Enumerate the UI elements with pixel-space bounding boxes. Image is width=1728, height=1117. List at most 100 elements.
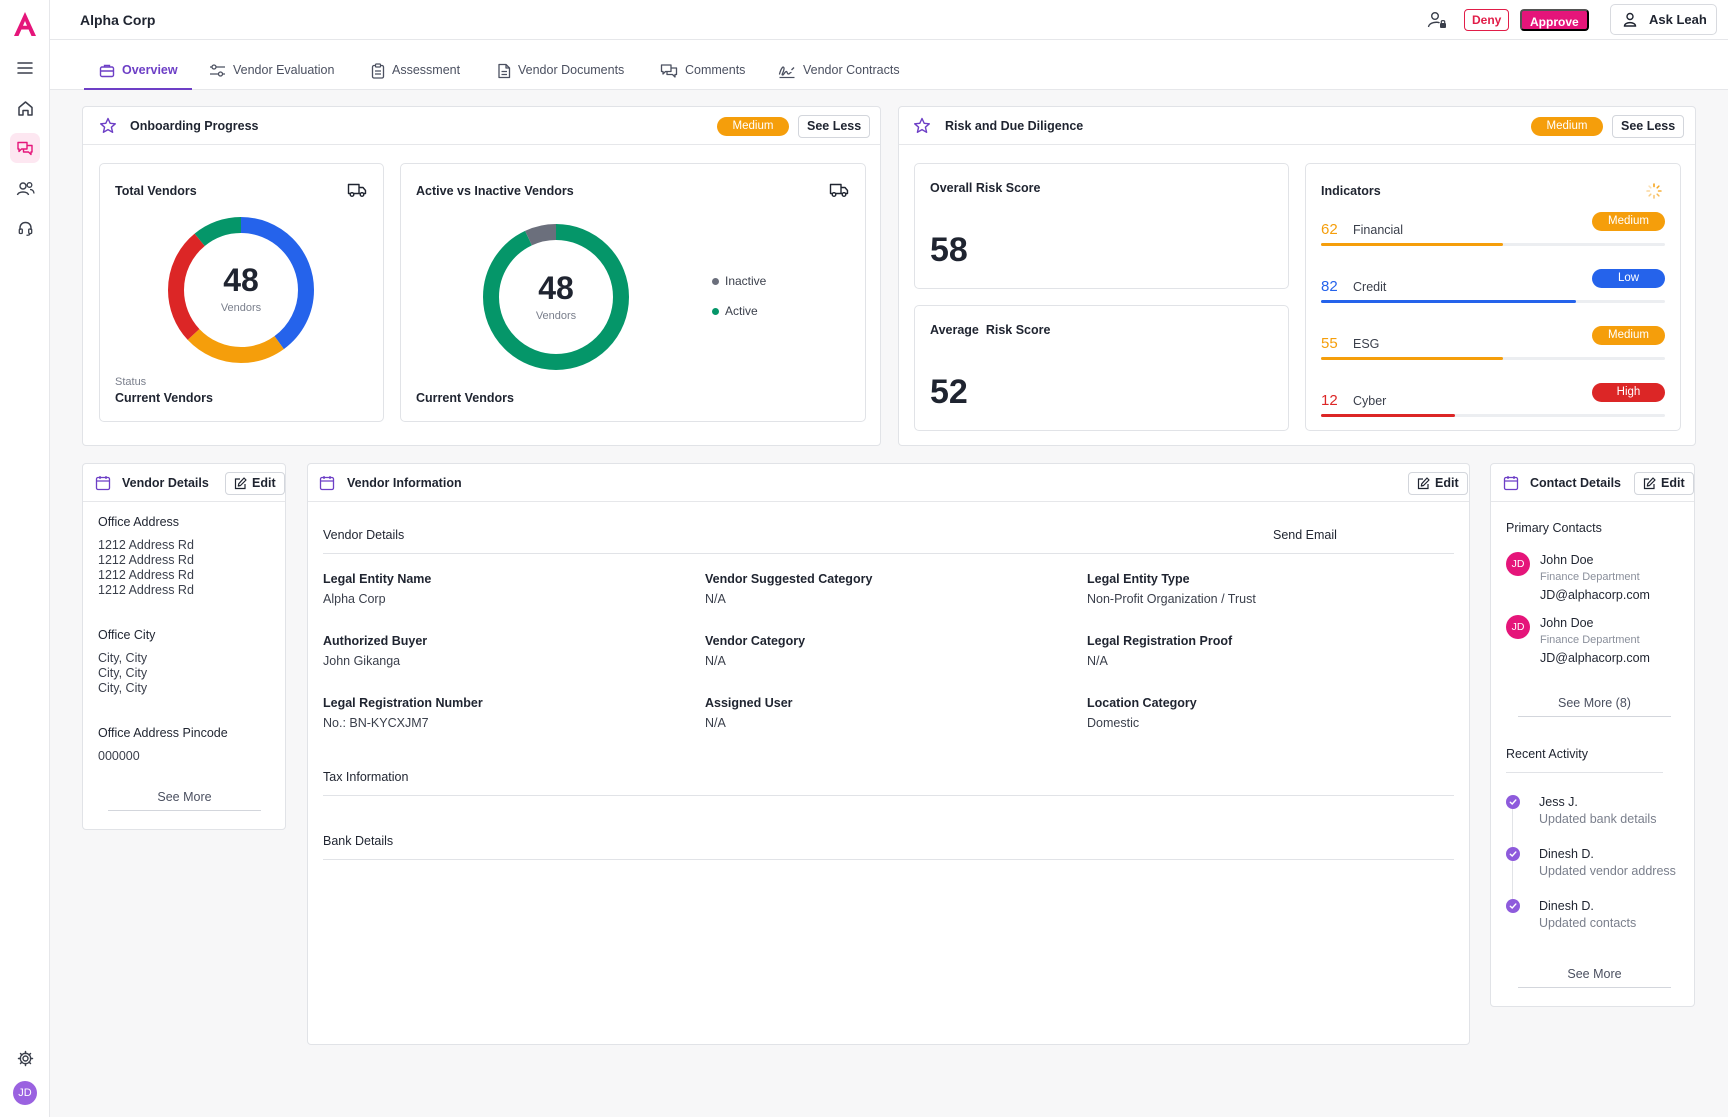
indicator-esg: 55 ESG Medium xyxy=(1321,326,1665,367)
contact-details-panel: Contact Details Edit Primary Contacts JD… xyxy=(1490,463,1695,1007)
tab-comments[interactable]: Comments xyxy=(660,63,745,90)
check-icon xyxy=(1506,795,1520,809)
chat-icon[interactable] xyxy=(10,133,40,163)
field-label: Legal Registration Proof xyxy=(1087,634,1233,648)
card-title: Overall Risk Score xyxy=(930,181,1041,195)
panel-title: Onboarding Progress xyxy=(130,119,259,133)
sliders-icon xyxy=(210,64,225,77)
field-value: N/A xyxy=(705,592,726,606)
ask-leah-button[interactable]: Ask Leah xyxy=(1610,4,1717,35)
activity-action: Updated bank details xyxy=(1539,812,1657,826)
see-less-button[interactable]: See Less xyxy=(1612,115,1685,138)
check-icon xyxy=(1506,899,1520,913)
calendar-icon xyxy=(95,476,111,491)
contact-email[interactable]: JD@alphacorp.com xyxy=(1540,588,1650,602)
indicator-track xyxy=(1321,300,1665,303)
legend-swatch xyxy=(712,277,719,285)
city-line: City, City xyxy=(98,651,148,665)
edit-button[interactable]: Edit xyxy=(1408,472,1468,495)
user-avatar[interactable]: JD xyxy=(13,1081,37,1105)
panel-header: Onboarding Progress Medium See Less xyxy=(83,107,880,145)
risk-due-diligence-panel: Risk and Due Diligence Medium See Less O… xyxy=(898,106,1696,446)
tab-label: Vendor Documents xyxy=(518,63,625,77)
section-divider xyxy=(1506,772,1663,773)
card-title: Average Risk Score xyxy=(930,323,1051,337)
indicator-fill xyxy=(1321,243,1504,246)
tab-vendor-evaluation[interactable]: Vendor Evaluation xyxy=(209,63,334,90)
see-more-link[interactable]: See More xyxy=(108,790,261,811)
activity-action: Updated vendor address xyxy=(1539,864,1676,878)
approve-button[interactable]: Approve xyxy=(1520,9,1589,31)
office-city-value: City, City City, City City, City xyxy=(98,651,147,696)
ask-leah-label: Ask Leah xyxy=(1649,12,1707,27)
donut-center-unit: Vendors xyxy=(220,302,262,314)
home-icon[interactable] xyxy=(10,93,40,123)
see-less-button[interactable]: See Less xyxy=(798,115,871,138)
activity-user: Dinesh D. xyxy=(1539,847,1594,861)
contact-name: John Doe xyxy=(1540,616,1594,630)
donut-segment-1 xyxy=(168,217,314,363)
settings-icon[interactable] xyxy=(10,1043,40,1073)
user-lock-icon[interactable] xyxy=(1426,9,1448,31)
donut-segment-inactive xyxy=(483,224,629,370)
address-line: 1212 Address Rd xyxy=(98,538,194,552)
onboarding-progress-panel: Onboarding Progress Medium See Less Tota… xyxy=(82,106,881,446)
see-more-contacts-link[interactable]: See More (8) xyxy=(1518,696,1671,717)
user-icon xyxy=(1623,12,1637,27)
indicator-label: Credit xyxy=(1353,280,1387,294)
field-label: Legal Entity Type xyxy=(1087,572,1190,586)
signature-icon xyxy=(778,66,795,79)
headset-icon[interactable] xyxy=(10,213,40,243)
section-divider xyxy=(323,795,1454,796)
contact-email[interactable]: JD@alphacorp.com xyxy=(1540,651,1650,665)
panel-header: Vendor Details Edit xyxy=(83,464,285,502)
users-icon[interactable] xyxy=(10,173,40,203)
tab-vendor-contracts[interactable]: Vendor Contracts xyxy=(778,63,900,90)
panel-header: Vendor Information Edit xyxy=(308,464,1469,502)
tab-label: Assessment xyxy=(392,63,461,77)
send-email-link[interactable]: Send Email xyxy=(1273,528,1337,542)
indicator-value: 82 xyxy=(1321,278,1338,295)
see-more-activity-link[interactable]: See More xyxy=(1518,967,1671,988)
field-value: No.: BN-KYCXJM7 xyxy=(323,716,429,730)
section-title-bank: Bank Details xyxy=(323,834,394,848)
field-value: Domestic xyxy=(1087,716,1140,730)
edit-button[interactable]: Edit xyxy=(225,472,285,495)
tab-vendor-documents[interactable]: Vendor Documents xyxy=(497,63,624,90)
edit-label: Edit xyxy=(1661,476,1685,490)
legend-swatch xyxy=(712,307,719,315)
primary-contacts-label: Primary Contacts xyxy=(1506,521,1602,535)
app-logo-icon[interactable] xyxy=(11,10,39,38)
section-divider xyxy=(323,553,1454,554)
donut-center-value: 48 xyxy=(223,262,259,298)
indicator-level-badge: Low xyxy=(1592,269,1665,288)
indicator-label: Financial xyxy=(1353,223,1404,237)
active-vs-inactive-card: Active vs Inactive Vendors 48 Vendors In… xyxy=(400,163,866,422)
status-value: Current Vendors xyxy=(115,391,213,405)
indicator-credit: 82 Credit Low xyxy=(1321,269,1665,310)
overall-risk-card: Overall Risk Score 58 xyxy=(914,163,1289,289)
tab-assessment[interactable]: Assessment xyxy=(371,63,460,90)
address-line: 1212 Address Rd xyxy=(98,583,194,597)
legend-active: Active xyxy=(712,304,758,318)
indicator-level-badge: Medium xyxy=(1592,326,1665,345)
edit-button[interactable]: Edit xyxy=(1634,472,1694,495)
average-risk-card: Average Risk Score 52 xyxy=(914,305,1289,431)
tab-label: Vendor Contracts xyxy=(803,63,900,77)
donut-segment-2 xyxy=(168,217,314,363)
indicator-cyber: 12 Cyber High xyxy=(1321,383,1665,424)
section-title-tax: Tax Information xyxy=(323,770,409,784)
address-line: 1212 Address Rd xyxy=(98,553,194,567)
priority-badge: Medium xyxy=(717,117,789,136)
legend-inactive: Inactive xyxy=(712,274,766,288)
indicator-fill xyxy=(1321,414,1456,417)
tab-overview[interactable]: Overview xyxy=(84,63,192,90)
loading-spinner-icon xyxy=(1646,183,1662,199)
deny-button[interactable]: Deny xyxy=(1464,9,1510,31)
total-vendors-donut xyxy=(168,217,314,363)
panel-title: Vendor Details xyxy=(122,476,209,490)
indicator-value: 62 xyxy=(1321,221,1338,238)
section-divider xyxy=(323,859,1454,860)
indicator-value: 55 xyxy=(1321,335,1338,352)
menu-icon[interactable] xyxy=(10,53,40,83)
